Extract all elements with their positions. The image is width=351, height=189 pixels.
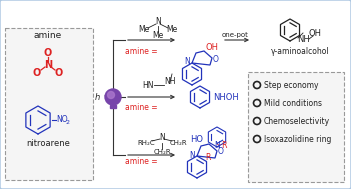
Text: NH: NH	[297, 36, 309, 44]
Text: N: N	[155, 18, 161, 26]
Text: Step economy: Step economy	[264, 81, 318, 90]
Text: O: O	[55, 68, 63, 78]
Text: R: R	[205, 153, 210, 163]
Text: OH: OH	[206, 43, 219, 51]
Text: Chemoselectivity: Chemoselectivity	[264, 116, 330, 125]
Text: NH: NH	[164, 77, 176, 87]
Text: amine: amine	[34, 32, 62, 40]
Text: ν: ν	[103, 92, 108, 101]
Text: O: O	[44, 48, 52, 58]
Text: HN: HN	[142, 81, 154, 90]
Text: O: O	[33, 68, 41, 78]
Text: NHOH: NHOH	[213, 92, 239, 101]
Circle shape	[107, 91, 114, 98]
Text: NO: NO	[56, 115, 68, 125]
Text: Me: Me	[152, 32, 164, 40]
Text: 2: 2	[65, 119, 69, 125]
Text: CH₂R: CH₂R	[153, 149, 171, 155]
Text: OH: OH	[309, 29, 322, 37]
Text: O: O	[213, 54, 219, 64]
Text: N: N	[159, 133, 165, 143]
Bar	[110, 105, 116, 108]
Text: CH₂R: CH₂R	[169, 140, 187, 146]
Text: one-pot: one-pot	[221, 32, 249, 38]
Text: amine =: amine =	[125, 157, 158, 167]
Text: amine =: amine =	[125, 102, 158, 112]
Text: nitroarene: nitroarene	[26, 139, 70, 147]
Text: N: N	[189, 150, 195, 160]
Bar	[5, 28, 93, 180]
Text: h: h	[95, 92, 100, 101]
Bar	[248, 72, 344, 182]
Text: N: N	[184, 57, 190, 67]
Text: Mild conditions: Mild conditions	[264, 98, 322, 108]
Text: Isoxazolidine ring: Isoxazolidine ring	[264, 135, 331, 143]
Text: N: N	[44, 60, 52, 70]
Text: O: O	[218, 147, 224, 156]
Text: N: N	[214, 142, 220, 150]
Text: ···R: ···R	[215, 142, 227, 150]
Text: Me: Me	[166, 26, 178, 35]
Text: RH₂C: RH₂C	[137, 140, 155, 146]
Text: amine =: amine =	[125, 47, 158, 57]
Text: HO: HO	[190, 136, 203, 145]
Circle shape	[105, 89, 121, 105]
Text: Me: Me	[138, 26, 150, 35]
Text: γ-aminoalcohol: γ-aminoalcohol	[271, 47, 329, 57]
